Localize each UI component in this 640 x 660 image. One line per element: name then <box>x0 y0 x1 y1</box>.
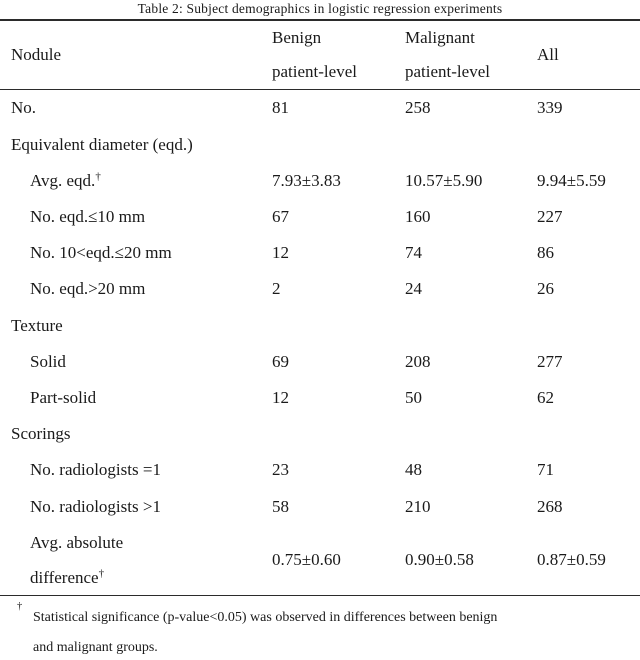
cell-all: 62 <box>537 387 554 407</box>
header-malignant: Malignant patient-level <box>405 21 537 89</box>
cell-all: 9.94±5.59 <box>537 170 606 190</box>
dagger-mark: † <box>95 170 101 183</box>
row-label: Avg. absolute difference† <box>30 532 124 587</box>
cell-benign: 12 <box>272 243 289 263</box>
cell-all: 0.87±0.59 <box>537 549 606 569</box>
row-label: No. <box>11 98 37 118</box>
table-row: Avg. eqd.† 7.93±3.83 10.57±5.90 9.94±5.59 <box>0 163 640 199</box>
table-body: No. 81 258 339 Equivalent diameter (eqd.) Avg… <box>0 90 640 594</box>
cell-all: 268 <box>537 496 563 516</box>
cell-malignant: 258 <box>405 98 431 118</box>
cell-benign: 81 <box>272 98 289 118</box>
cell-malignant: 10.57±5.90 <box>405 170 483 190</box>
row-label: No. radiologists >1 <box>30 496 161 516</box>
dagger-mark: † <box>98 566 105 579</box>
cell-all: 277 <box>537 351 563 371</box>
header-malignant-line2: patient-level <box>405 61 490 81</box>
header-malignant-line1: Malignant <box>405 27 475 47</box>
header-benign: Benign patient-level <box>272 21 405 89</box>
header-benign-line2: patient-level <box>272 61 357 81</box>
table-row: No. eqd.≤10 mm 67 160 227 <box>0 199 640 235</box>
cell-benign: 58 <box>272 496 289 516</box>
cell-malignant: 208 <box>405 351 431 371</box>
row-label: No. 10<eqd.≤20 mm <box>30 243 172 263</box>
table-row: Scorings <box>0 416 640 452</box>
cell-benign: 69 <box>272 351 289 371</box>
table-footnote: † Statistical significance (p-value<0.05… <box>0 596 640 660</box>
cell-benign: 67 <box>272 207 289 227</box>
header-nodule: Nodule <box>11 44 62 64</box>
cell-malignant: 74 <box>405 243 422 263</box>
table-caption: Table 2: Subject demographics in logisti… <box>137 1 503 16</box>
cell-benign: 7.93±3.83 <box>272 170 341 190</box>
table-row: No. radiologists =1 23 48 71 <box>0 452 640 488</box>
cell-benign: 12 <box>272 387 289 407</box>
cell-all: 339 <box>537 98 563 118</box>
footnote-text: Statistical significance (p-value<0.05) … <box>33 603 497 660</box>
table-row: No. radiologists >1 58 210 268 <box>0 488 640 524</box>
row-label: No. radiologists =1 <box>30 460 161 480</box>
cell-malignant: 24 <box>405 279 422 299</box>
header-all: All <box>537 44 559 64</box>
row-label: Equivalent diameter (eqd.) <box>11 134 193 154</box>
cell-malignant: 0.90±0.58 <box>405 549 474 569</box>
cell-benign: 23 <box>272 460 289 480</box>
table-row: No. 10<eqd.≤20 mm 12 74 86 <box>0 235 640 271</box>
row-label: Solid <box>30 351 66 371</box>
cell-malignant: 50 <box>405 387 422 407</box>
cell-benign: 0.75±0.60 <box>272 549 341 569</box>
row-label: Scorings <box>11 424 71 444</box>
table-row: No. 81 258 339 <box>0 90 640 126</box>
footnote-line2: and malignant groups. <box>33 639 158 655</box>
table-row: Avg. absolute difference† 0.75±0.60 0.90±0.… <box>0 525 640 595</box>
cell-all: 71 <box>537 460 554 480</box>
row-label: No. eqd.>20 mm <box>30 279 146 299</box>
cell-malignant: 210 <box>405 496 431 516</box>
table-header: Nodule Benign patient-level Malignant pa… <box>0 21 640 89</box>
table-row: Equivalent diameter (eqd.) <box>0 127 640 163</box>
bottom-rule <box>0 594 640 597</box>
table-row: Part-solid 12 50 62 <box>0 380 640 416</box>
row-label: Part-solid <box>30 387 97 407</box>
footnote-line1: Statistical significance (p-value<0.05) … <box>33 610 498 626</box>
top-rule <box>0 19 640 21</box>
cell-benign: 2 <box>272 279 281 299</box>
footnote-dagger-mark: † <box>17 601 23 613</box>
row-label: Texture <box>11 315 63 335</box>
mid-rule <box>0 88 640 91</box>
cell-all: 26 <box>537 279 554 299</box>
row-label: No. eqd.≤10 mm <box>30 207 146 227</box>
table-row: Texture <box>0 308 640 344</box>
cell-malignant: 160 <box>405 207 431 227</box>
cell-all: 86 <box>537 243 554 263</box>
table-row: Solid 69 208 277 <box>0 344 640 380</box>
cell-malignant: 48 <box>405 460 422 480</box>
header-benign-line1: Benign <box>272 27 322 47</box>
table-row: No. eqd.>20 mm 2 24 26 <box>0 271 640 307</box>
row-label: Avg. eqd.† <box>30 170 101 190</box>
cell-all: 227 <box>537 207 563 227</box>
